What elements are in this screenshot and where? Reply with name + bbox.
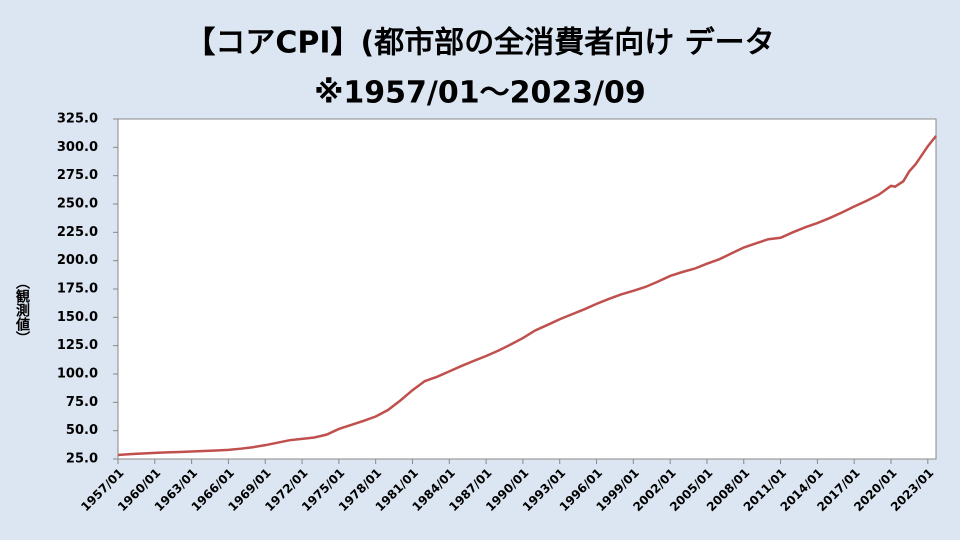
y-tick-label: 300.0 [57,140,98,155]
y-tick-label: 325.0 [57,112,98,127]
y-tick-label: 50.0 [66,423,98,438]
y-tick-label: 250.0 [57,197,98,212]
data-line [117,135,937,457]
plot-area [117,118,937,460]
chart-subtitle: ※1957/01～2023/09 [314,76,646,111]
y-tick-label: 225.0 [57,225,98,240]
y-tick-label: 200.0 [57,253,98,268]
chart-title: 【コアCPI】(都市部の全消費者向け データ [185,26,774,61]
y-tick-label: 275.0 [57,168,98,183]
y-tick-label: 100.0 [57,367,98,382]
y-axis-label: （観測値） [14,275,31,345]
y-tick-label: 125.0 [57,338,98,353]
y-tick-label: 150.0 [57,310,98,325]
y-tick-label: 25.0 [66,452,98,467]
y-tick-label: 75.0 [66,395,98,410]
y-tick-label: 175.0 [57,282,98,297]
